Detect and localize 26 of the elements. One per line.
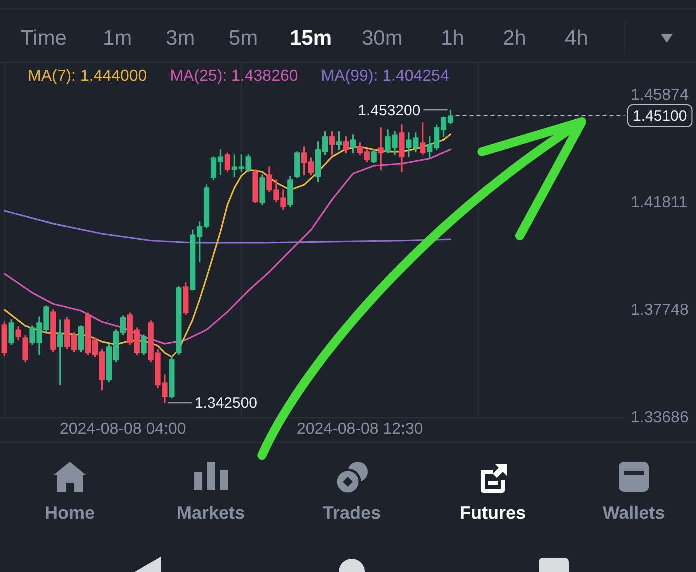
- annotation: 1.453200: [358, 102, 421, 120]
- y-tick-label: 1.41811: [631, 194, 688, 212]
- ref-line-label: 1.45100: [633, 108, 688, 126]
- text: Markets: [176, 503, 246, 523]
- y-tick-label: 1.37748: [631, 302, 689, 319]
- text: MA(25): 1.438260: [170, 68, 298, 85]
- x-tick-label: 2024-08-08 04:00: [60, 421, 186, 438]
- text: 1m: [103, 27, 132, 50]
- text: 3m: [166, 27, 196, 50]
- text: MA(7): 1.444000: [28, 68, 148, 85]
- text: 30m: [362, 27, 403, 50]
- x-tick-label: 2024-08-08 12:30: [296, 421, 424, 438]
- text: Trades: [322, 503, 382, 523]
- text: 1h: [441, 27, 464, 50]
- text: 2h: [503, 27, 526, 50]
- text: Home: [44, 503, 95, 523]
- text: MA(99): 1.404254: [321, 68, 450, 85]
- text: Wallets: [602, 503, 666, 523]
- y-tick-label: 1.45874: [631, 86, 689, 104]
- text: 4h: [565, 27, 588, 50]
- text: Futures: [460, 503, 526, 523]
- text: 15m: [290, 27, 332, 50]
- text: 5m: [229, 27, 258, 50]
- y-tick-label: 1.33686: [631, 409, 689, 426]
- annotation: 1.342500: [194, 395, 258, 412]
- text: Time: [21, 27, 67, 50]
